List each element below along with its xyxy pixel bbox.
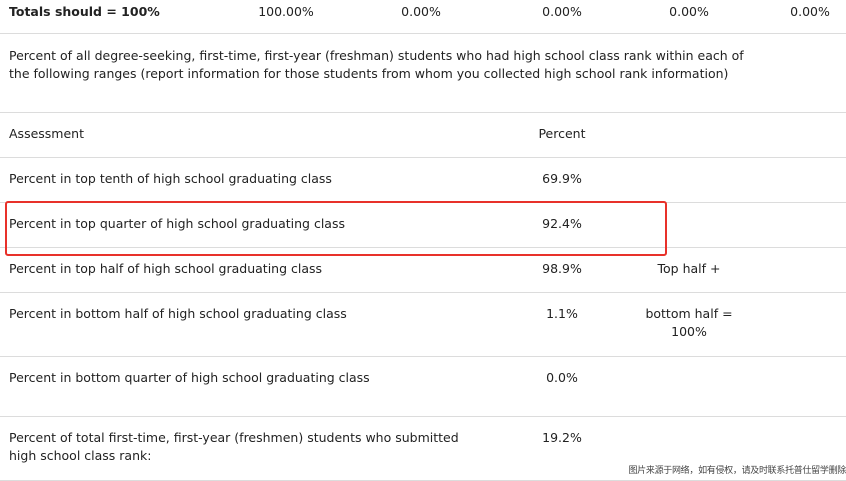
highlight-box xyxy=(5,201,667,256)
table-row: Percent in bottom half of high school gr… xyxy=(0,293,846,357)
header-assessment: Assessment xyxy=(9,126,84,141)
totals-value: 0.00% xyxy=(401,4,441,19)
table-header-row: Assessment Percent xyxy=(0,113,846,158)
row-label: Percent in top half of high school gradu… xyxy=(9,261,323,276)
totals-label: Totals should = 100% xyxy=(9,4,160,19)
row-percent: 19.2% xyxy=(542,430,582,445)
row-percent: 1.1% xyxy=(546,306,578,321)
table-row: Percent in bottom quarter of high school… xyxy=(0,357,846,417)
row-label: Percent in bottom quarter of high school… xyxy=(9,370,370,385)
row-percent: 69.9% xyxy=(542,171,582,186)
row-note: Top half + xyxy=(657,261,721,276)
table-row: Percent of total first-time, first-year … xyxy=(0,417,846,481)
section-description: Percent of all degree-seeking, first-tim… xyxy=(9,48,744,81)
totals-value: 0.00% xyxy=(669,4,709,19)
row-percent: 98.9% xyxy=(542,261,582,276)
totals-value: 0.00% xyxy=(790,4,830,19)
row-percent: 92.4% xyxy=(542,216,582,231)
row-note: bottom half = 100% xyxy=(645,306,733,339)
row-label: Percent in top quarter of high school gr… xyxy=(9,216,345,231)
row-label: Percent in top tenth of high school grad… xyxy=(9,171,332,186)
row-label: Percent of total first-time, first-year … xyxy=(9,430,459,463)
table-row: Percent in top half of high school gradu… xyxy=(0,248,846,293)
totals-value: 0.00% xyxy=(542,4,582,19)
row-percent: 0.0% xyxy=(546,370,578,385)
watermark: 图片来源于网络，如有侵权，请及时联系托普仕留学删除 xyxy=(628,466,846,476)
section-description-row: Percent of all degree-seeking, first-tim… xyxy=(0,34,846,113)
table-row-highlighted: Percent in top quarter of high school gr… xyxy=(0,203,846,248)
row-label: Percent in bottom half of high school gr… xyxy=(9,306,347,321)
totals-value: 100.00% xyxy=(258,4,314,19)
totals-row: Totals should = 100% 100.00% 0.00% 0.00%… xyxy=(0,0,846,34)
header-percent: Percent xyxy=(538,126,586,141)
table-row: Percent in top tenth of high school grad… xyxy=(0,158,846,203)
